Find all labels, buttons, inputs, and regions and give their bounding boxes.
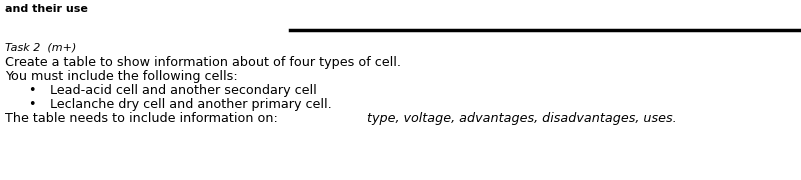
Text: Lead-acid cell and another secondary cell: Lead-acid cell and another secondary cel… xyxy=(50,84,316,97)
Text: •: • xyxy=(28,84,35,97)
Text: Task 2  (m+): Task 2 (m+) xyxy=(5,42,76,52)
Text: type, voltage, advantages, disadvantages, uses.: type, voltage, advantages, disadvantages… xyxy=(368,112,677,125)
Text: •: • xyxy=(28,98,35,111)
Text: and their use: and their use xyxy=(5,4,88,14)
Text: Create a table to show information about of four types of cell.: Create a table to show information about… xyxy=(5,56,401,69)
Text: The table needs to include information on:: The table needs to include information o… xyxy=(5,112,286,125)
Text: Leclanche dry cell and another primary cell.: Leclanche dry cell and another primary c… xyxy=(50,98,332,111)
Text: You must include the following cells:: You must include the following cells: xyxy=(5,70,238,83)
